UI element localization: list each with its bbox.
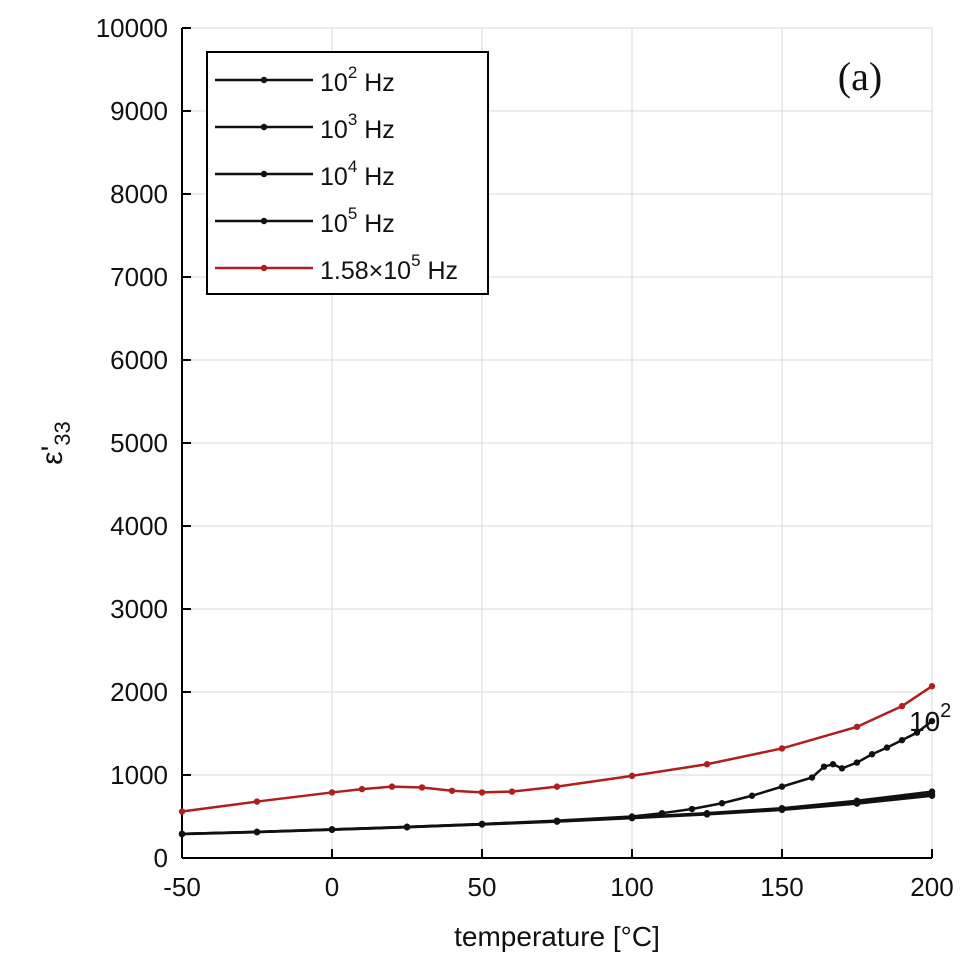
y-axis-label-sub: 33: [50, 421, 75, 445]
legend-entry-exp: 5: [411, 251, 420, 270]
y-tick-label: 7000: [110, 262, 168, 292]
data-point: [808, 774, 816, 781]
curve-annotation: 102: [909, 700, 951, 737]
data-point: [508, 788, 516, 795]
curve-annotation-base: 10: [909, 706, 940, 737]
y-tick-label: 6000: [110, 345, 168, 375]
y-axis-label-main: ε': [36, 446, 69, 465]
x-axis-label: temperature [°C]: [454, 921, 660, 952]
series-4: [178, 792, 936, 838]
x-tick-label: 50: [468, 872, 497, 902]
data-point: [748, 792, 756, 799]
data-point: [853, 723, 861, 731]
data-point: [778, 783, 786, 790]
legend-entry-base: 10: [320, 116, 348, 144]
legend-entry-unit: Hz: [357, 210, 395, 238]
data-point: [328, 789, 336, 796]
legend-entry-exp: 2: [348, 63, 357, 82]
legend-entry-unit: Hz: [357, 69, 395, 97]
legend-entry-label: 103 Hz: [320, 110, 395, 144]
x-tick-label: 150: [760, 872, 803, 902]
data-point: [829, 761, 837, 768]
y-tick-label: 2000: [110, 677, 168, 707]
data-point: [328, 826, 336, 833]
data-point: [928, 717, 936, 725]
legend-entry-unit: Hz: [357, 163, 395, 191]
y-tick-label: 1000: [110, 760, 168, 790]
data-point: [853, 800, 861, 807]
y-tick-label: 10000: [96, 13, 168, 43]
legend-swatch-marker: [260, 123, 268, 131]
legend-entry-unit: Hz: [357, 116, 395, 144]
data-point: [883, 744, 891, 751]
data-point: [478, 821, 486, 828]
data-point: [178, 830, 186, 838]
x-tick-label: 0: [325, 872, 339, 902]
x-tick-label: 200: [910, 872, 953, 902]
legend-entry-base: 10: [320, 163, 348, 191]
data-point: [388, 783, 396, 790]
legend-entry-unit: Hz: [421, 257, 459, 285]
legend-entry-exp: 4: [348, 157, 357, 176]
legend-entry-label: 105 Hz: [320, 204, 395, 238]
y-tick-label: 3000: [110, 594, 168, 624]
data-point: [628, 814, 636, 822]
data-point: [838, 765, 846, 772]
data-point: [358, 785, 366, 793]
legend-entry-label: 104 Hz: [320, 157, 395, 191]
data-point: [898, 702, 906, 710]
y-tick-label: 8000: [110, 179, 168, 209]
data-point: [703, 761, 711, 768]
data-point: [418, 784, 426, 791]
data-point: [478, 789, 486, 796]
legend-entry-base: 10: [320, 69, 348, 97]
data-point: [553, 783, 561, 790]
panel-label: (a): [838, 54, 882, 99]
data-point: [898, 736, 906, 744]
legend-entry-exp: 5: [348, 204, 357, 223]
data-point: [553, 818, 561, 825]
legend-swatch-marker: [260, 76, 268, 84]
data-point: [868, 751, 876, 758]
x-tick-label: 100: [610, 872, 653, 902]
data-point: [703, 811, 711, 818]
data-point: [820, 763, 828, 770]
legend-entry-base: 1.58×10: [320, 257, 411, 285]
series-line: [181, 685, 933, 813]
data-point: [253, 798, 261, 805]
data-point: [403, 824, 411, 831]
data-point: [928, 792, 936, 799]
data-point: [853, 759, 861, 766]
data-point: [718, 800, 726, 807]
y-axis-label: ε'33: [36, 421, 75, 465]
x-tick-label: -50: [163, 872, 201, 902]
data-point: [928, 682, 936, 690]
y-tick-label: 5000: [110, 428, 168, 458]
data-point: [913, 729, 921, 736]
legend-swatch-marker: [260, 170, 268, 178]
y-tick-label: 4000: [110, 511, 168, 541]
legend-entry-base: 10: [320, 210, 348, 238]
curve-annotation-exp: 2: [940, 700, 951, 722]
series-5: [178, 682, 936, 815]
data-point: [178, 808, 186, 815]
legend-entry-exp: 3: [348, 110, 357, 129]
legend-entry-label: 1.58×105 Hz: [320, 251, 458, 285]
data-point: [628, 772, 636, 780]
y-tick-label: 9000: [110, 96, 168, 126]
data-point: [253, 828, 261, 836]
y-tick-label: 0: [154, 843, 168, 873]
data-point: [688, 805, 696, 813]
data-point: [778, 745, 786, 752]
data-point: [778, 806, 786, 814]
legend-swatch-marker: [260, 217, 268, 225]
legend-swatch-marker: [260, 264, 268, 272]
legend-entry-label: 102 Hz: [320, 63, 395, 97]
data-point: [448, 787, 456, 794]
